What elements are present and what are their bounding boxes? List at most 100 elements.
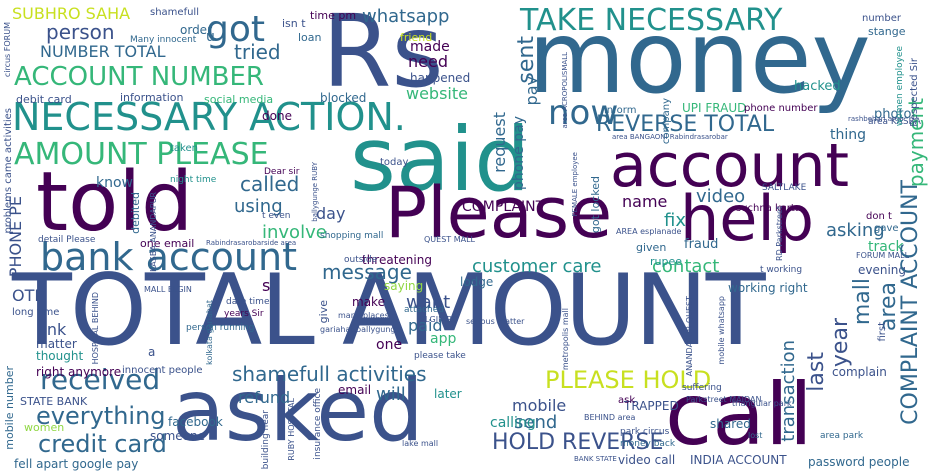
word-area-kasba: area KASBA [868, 117, 921, 127]
word-hacked: hacked [794, 79, 841, 94]
word-fix: fix [664, 210, 686, 231]
word-account: account [610, 131, 850, 201]
word-last: last [804, 352, 829, 392]
word-bank-account: bank account [40, 235, 297, 279]
word-money: money [528, 0, 871, 116]
word-india-account: INDIA ACCOUNT [690, 453, 787, 467]
word-bank-state: BANK STATE [574, 455, 617, 463]
word-refund: refund [238, 388, 291, 407]
word-rashbehari-area: rashbehari area [848, 115, 904, 123]
word-quest-mall: QUEST MALL [424, 235, 476, 244]
word-credit-card: credit card [38, 430, 167, 458]
word-take-necessary: TAKE NECESSARY [520, 3, 783, 38]
word-circus-forum: circus FORUM [3, 22, 12, 78]
word-please-take: please take [414, 351, 466, 361]
word-friend: friend [400, 31, 433, 44]
word-phone-pay: phone pay [511, 116, 527, 191]
word-outside: outside [344, 255, 378, 265]
word-one: one [376, 337, 403, 353]
word-asked: asked [172, 361, 424, 461]
word-money-back: money back [620, 439, 676, 449]
word-detail-please: detail Please [38, 235, 96, 245]
word-parkstreet-maidan: Parkstreet MAIDAN [686, 395, 762, 404]
word-saying: saying [384, 279, 424, 293]
word-building-near: building near [261, 410, 271, 470]
word-message: message [322, 260, 412, 284]
word-stange: stange [868, 25, 906, 38]
word-website: website [406, 84, 468, 103]
word-time-pm: time pm [310, 9, 357, 22]
word-done: done [262, 109, 292, 123]
word-made: made [410, 39, 450, 55]
word-necessary-action: NECESSARY ACTION. [12, 95, 406, 139]
word-subhro-saha: SUBHRO SAHA [12, 4, 131, 23]
word-shared: shared [710, 417, 751, 431]
word-suchna-karta: suchna karta [736, 203, 801, 214]
word-evening: evening [858, 263, 907, 277]
word-fraud: fraud [684, 237, 719, 252]
word-day: day [316, 204, 346, 223]
word-gave: gave [874, 223, 899, 234]
word-customer-care: customer care [472, 256, 602, 277]
word-thing: thing [830, 127, 867, 143]
word-involve: involve [262, 222, 327, 243]
word-respected-sir: Respected Sir [909, 58, 920, 127]
word-calling: calling [490, 415, 536, 431]
word-one-email: one email [140, 237, 195, 250]
word-loan: loan [298, 31, 322, 44]
word-area-park: area park [820, 431, 864, 441]
word-complaint: COMPLAINT [462, 199, 545, 215]
word-many-places: many places [338, 311, 389, 320]
word-person: person [46, 20, 115, 44]
word-facebook: facebook [168, 415, 223, 429]
word-call: call [665, 365, 813, 465]
word-long-time: long time [12, 307, 60, 318]
word-photo: photo [874, 107, 912, 122]
word-behind-area: BEHIND area [584, 413, 636, 422]
word-women-employee: women employee [895, 46, 905, 127]
word-date-time: date time [226, 297, 270, 307]
word-want: want [406, 292, 451, 313]
word-give: give [317, 300, 330, 324]
word-trapped: TRAPPED [624, 399, 679, 413]
word-many-innocent: Many innocent [130, 35, 197, 45]
word-now: now [548, 93, 619, 133]
word-female-employee: FEMALE employee [571, 152, 579, 217]
word-mall-elgin: MALL ELGIN [144, 285, 192, 294]
word-someone: someone [150, 429, 205, 443]
word-right-anymore: right anymore [36, 365, 122, 379]
word-triangular-park: triangular park [732, 399, 792, 408]
word-got-locked: got locked [589, 176, 602, 234]
word-suffering: suffering [682, 383, 722, 393]
word-name: name [622, 192, 668, 211]
word-said: said [350, 108, 531, 211]
word-dont: don t [866, 211, 892, 222]
word-ask: ask [618, 395, 636, 406]
word-ruby-hospital: RUBY HOSPITAL [287, 398, 296, 461]
word-working-right: working right [728, 281, 808, 295]
word-today: today [380, 157, 409, 168]
word-hospital-behind: HOSPITAL BEHIND [91, 292, 100, 365]
word-mobile-number: mobile number [3, 366, 16, 450]
word-kolkata-gariahat: kolkata gariahat [205, 300, 214, 365]
word-app: app [430, 331, 457, 347]
word-women: women [24, 421, 65, 434]
word-later: later [434, 387, 462, 401]
word-debit-card: debit card [16, 93, 72, 106]
word-ballygunge-ruby: ballygunge RUBY [311, 162, 319, 222]
word-please-hold: PLEASE HOLD [545, 366, 712, 394]
word-u: u [206, 29, 215, 45]
word-lake-mall: lake mall [402, 439, 439, 448]
word-will: will [376, 384, 406, 405]
word-t-working: t working [760, 265, 803, 275]
word-a: a [148, 345, 156, 359]
word-order: order [180, 23, 212, 37]
word-company: company [661, 98, 672, 145]
word-complain: complain [832, 365, 887, 379]
word-please: Please [385, 172, 613, 254]
word-transaction: transaction [778, 340, 799, 442]
word-track: track [868, 239, 904, 255]
word-account-number: ACCOUNT NUMBER [14, 62, 264, 92]
word-park-circus: park circus [620, 427, 670, 437]
